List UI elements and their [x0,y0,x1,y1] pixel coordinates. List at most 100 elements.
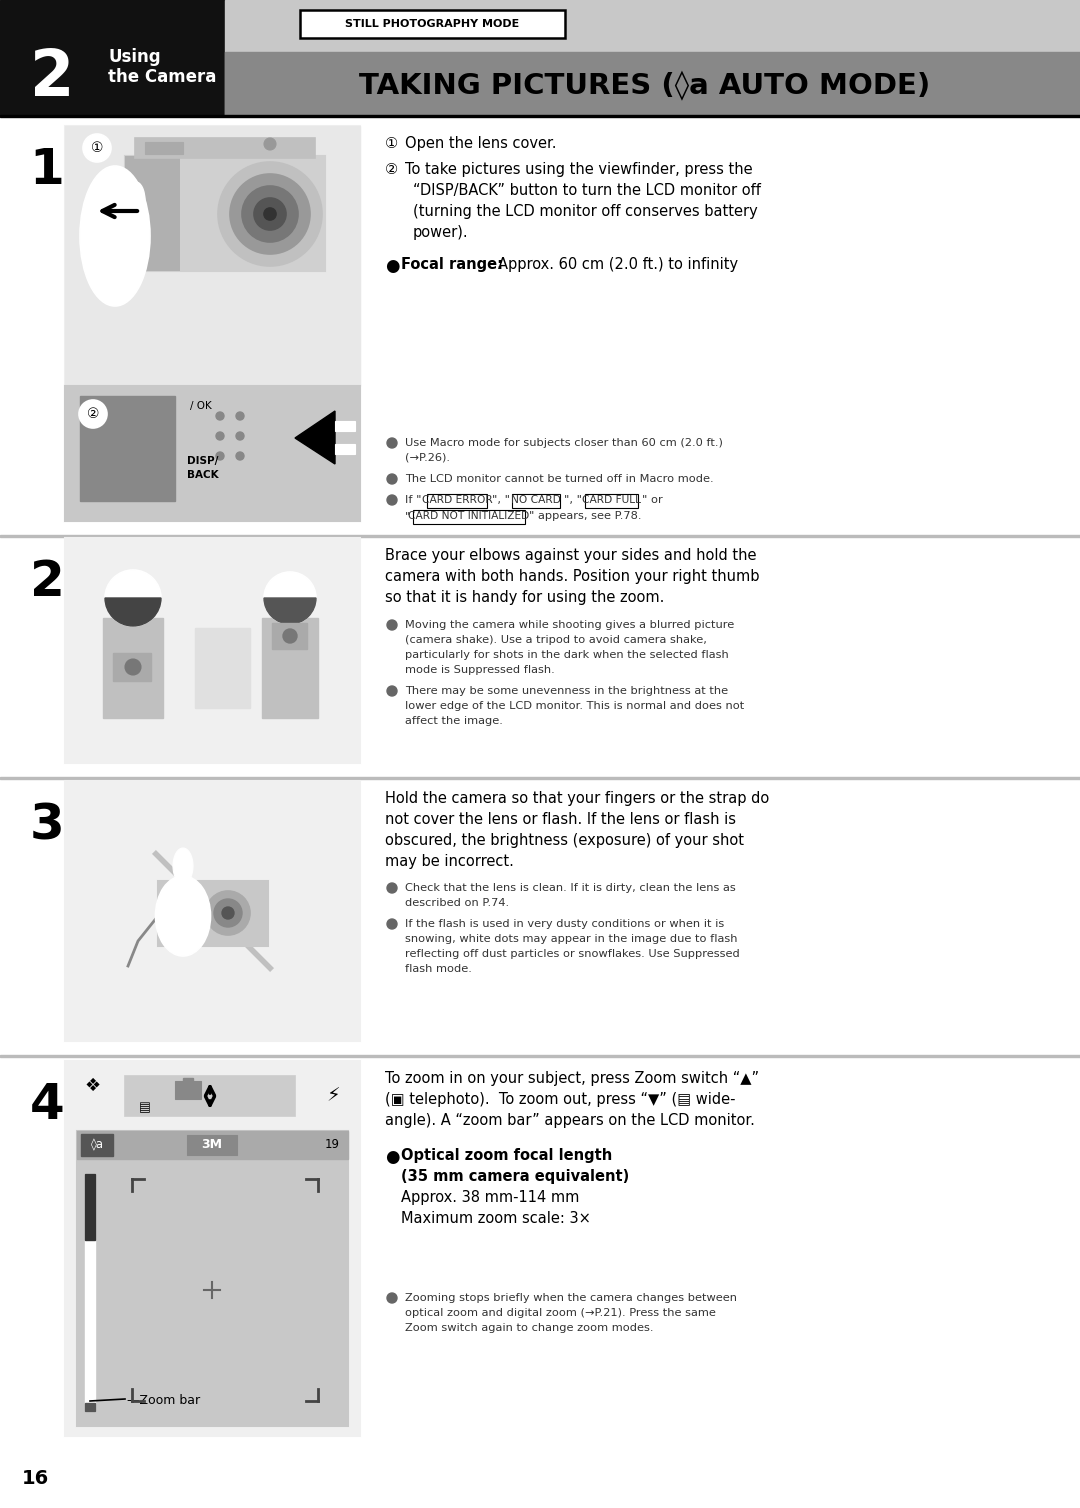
Circle shape [387,495,397,505]
Circle shape [283,629,297,642]
Bar [125,155,180,271]
Text: Maximum zoom scale: 3×: Maximum zoom scale: 3× [401,1211,591,1226]
Bar [65,127,360,386]
Text: the Camera: the Camera [108,68,216,86]
Bar [65,781,360,1041]
Text: The LCD monitor cannot be turned off in Macro mode.: The LCD monitor cannot be turned off in … [405,474,714,484]
Circle shape [125,659,141,676]
Text: ▤: ▤ [139,1101,151,1114]
Bar [225,0,1080,115]
Bar [335,443,355,454]
Circle shape [230,173,310,253]
Text: (camera shake). Use a tripod to avoid camera shake,: (camera shake). Use a tripod to avoid ca… [405,635,707,645]
Circle shape [387,474,397,484]
Text: ②: ② [384,161,399,176]
Text: TAKING PICTURES (◊a AUTO MODE): TAKING PICTURES (◊a AUTO MODE) [360,71,931,101]
Text: ②: ② [86,407,99,421]
Bar [65,538,360,763]
Text: ①: ① [384,136,399,151]
Text: 3M: 3M [202,1139,222,1152]
Text: 2: 2 [29,558,65,606]
Text: mode is Suppressed flash.: mode is Suppressed flash. [405,665,555,676]
Bar [175,1081,201,1099]
Bar [135,139,315,158]
Circle shape [214,899,242,927]
Ellipse shape [91,182,109,220]
Bar [125,1077,295,1116]
Circle shape [216,431,224,440]
Bar [300,11,565,38]
Text: " appears, see P.78.: " appears, see P.78. [529,511,642,520]
Bar [65,127,360,520]
Text: ": " [405,511,410,520]
Circle shape [387,437,397,448]
Circle shape [105,570,161,626]
Bar [225,51,1080,115]
Circle shape [216,452,224,460]
Ellipse shape [173,870,193,906]
Text: DISP/: DISP/ [187,455,218,466]
Text: Approx. 38 mm-114 mm: Approx. 38 mm-114 mm [401,1190,579,1205]
Text: ", ": ", " [564,495,582,505]
Text: Approx. 60 cm (2.0 ft.) to infinity: Approx. 60 cm (2.0 ft.) to infinity [498,256,738,271]
Text: “DISP/BACK” button to turn the LCD monitor off: “DISP/BACK” button to turn the LCD monit… [413,182,761,198]
Circle shape [222,906,234,918]
Text: lower edge of the LCD monitor. This is normal and does not: lower edge of the LCD monitor. This is n… [405,701,744,710]
Text: power).: power). [413,225,469,240]
Text: Focal range:: Focal range: [401,256,503,271]
Circle shape [237,412,244,421]
Bar [125,155,325,271]
Text: If ": If " [405,495,421,505]
Ellipse shape [173,847,193,884]
Circle shape [206,891,249,935]
Text: If the flash is used in very dusty conditions or when it is: If the flash is used in very dusty condi… [405,918,725,929]
Circle shape [387,686,397,697]
Bar [65,1062,360,1436]
Bar [77,1131,348,1160]
Text: ⚡: ⚡ [326,1086,340,1105]
Bar [85,1402,95,1411]
Bar [103,618,163,718]
Bar [145,142,183,154]
Text: / OK: / OK [190,401,212,412]
Circle shape [79,400,107,428]
Bar [0,0,225,115]
Bar [65,386,360,520]
Text: To take pictures using the viewfinder, press the: To take pictures using the viewfinder, p… [405,161,753,176]
Circle shape [264,139,276,149]
Wedge shape [264,599,316,624]
Bar [113,653,151,682]
Circle shape [264,208,276,220]
Circle shape [264,572,316,624]
Circle shape [254,198,286,231]
Text: Hold the camera so that your fingers or the strap do: Hold the camera so that your fingers or … [384,792,769,805]
Text: described on P.74.: described on P.74. [405,897,509,908]
Circle shape [83,134,111,161]
Text: ●: ● [384,1148,400,1166]
Circle shape [387,1292,397,1303]
Circle shape [237,431,244,440]
Text: CARD ERROR: CARD ERROR [421,495,492,505]
Bar [187,1136,237,1155]
Text: (→P.26).: (→P.26). [405,452,450,463]
Ellipse shape [173,893,193,927]
Bar [427,495,487,508]
Bar [0,115,1080,118]
Ellipse shape [156,876,211,956]
Bar [195,627,249,707]
Text: (35 mm camera equivalent): (35 mm camera equivalent) [401,1169,630,1184]
Text: (turning the LCD monitor off conserves battery: (turning the LCD monitor off conserves b… [413,204,758,219]
Bar [183,1078,193,1083]
Text: NO CARD: NO CARD [511,495,561,505]
Circle shape [387,884,397,893]
Ellipse shape [80,166,150,306]
Text: camera with both hands. Position your right thumb: camera with both hands. Position your ri… [384,569,759,584]
Text: obscured, the brightness (exposure) of your shot: obscured, the brightness (exposure) of y… [384,832,744,847]
Bar [585,495,638,508]
Text: particularly for shots in the dark when the selected flash: particularly for shots in the dark when … [405,650,729,661]
Text: To zoom in on your subject, press Zoom switch “▲”: To zoom in on your subject, press Zoom s… [384,1071,759,1086]
Text: Zoom switch again to change zoom modes.: Zoom switch again to change zoom modes. [405,1323,653,1333]
Ellipse shape [109,182,127,220]
Text: snowing, white dots may appear in the image due to flash: snowing, white dots may appear in the im… [405,933,738,944]
Text: Open the lens cover.: Open the lens cover. [405,136,556,151]
